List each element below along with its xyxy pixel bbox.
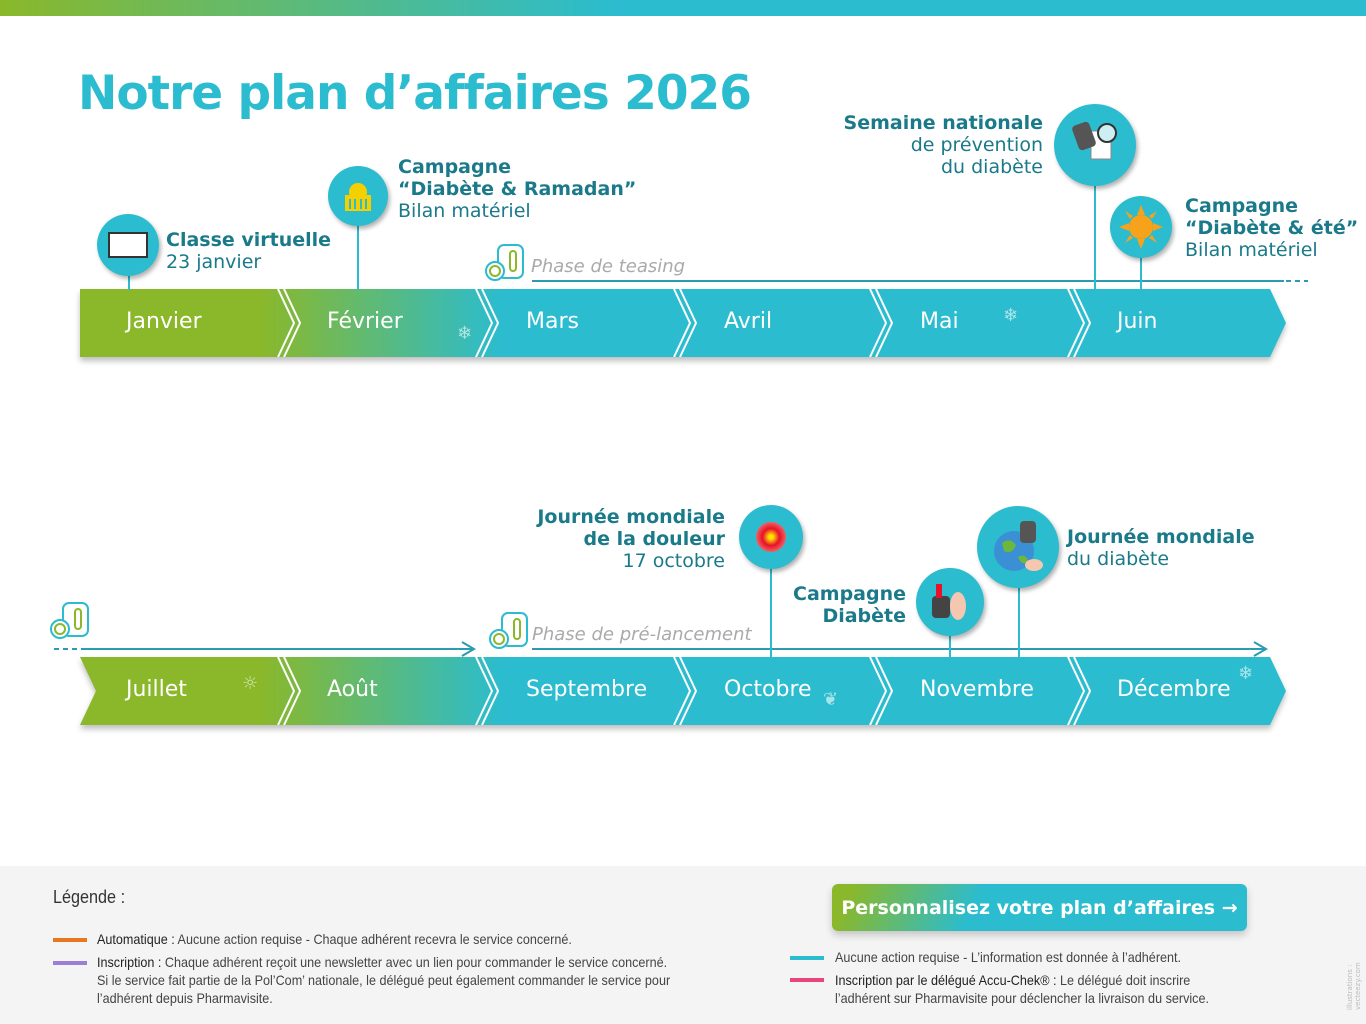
connector xyxy=(1140,250,1142,290)
teasing-dashed-line xyxy=(1286,280,1308,282)
event-semaine-nationale: Semaine nationale de prévention du diabète xyxy=(843,112,1043,178)
phase-teasing-label: Phase de teasing xyxy=(531,256,686,277)
month-mars: Mars xyxy=(526,309,579,334)
cta-label: Personnalisez votre plan d’affaires xyxy=(841,896,1216,919)
teasing-phase-line xyxy=(532,280,1284,282)
phase-device-icon xyxy=(489,612,528,649)
phase-device-icon xyxy=(50,602,89,639)
connector xyxy=(1018,585,1020,657)
snowflake-icon: ❄ xyxy=(1003,305,1018,326)
month-septembre: Septembre xyxy=(526,677,648,702)
arrow-right-icon: → xyxy=(1221,896,1238,919)
top-gradient-bar xyxy=(0,0,1366,16)
glucose-test-icon xyxy=(916,568,984,636)
connector xyxy=(357,220,359,290)
event-campagne-diabete: Campagne Diabète xyxy=(793,583,906,627)
event-ramadan: Campagne “Diabète & Ramadan” Bilan matérie… xyxy=(398,156,637,222)
teasing-arrow xyxy=(84,641,476,657)
legend-swatch-purple xyxy=(53,961,87,965)
pain-target-icon xyxy=(739,505,803,569)
legend-information: Aucune action requise - L’information es… xyxy=(835,949,1182,965)
legend-inscription: Inscription : Chaque adhérent reçoit une… xyxy=(97,954,671,1006)
month-juin: Juin xyxy=(1117,309,1158,334)
month-avril: Avril xyxy=(724,309,773,334)
snowflake-icon: ❄ xyxy=(1238,663,1253,684)
connector xyxy=(949,630,951,657)
globe-hands-icon xyxy=(977,506,1059,588)
connector xyxy=(770,560,772,657)
illustration-credit: illustrations : vecteezy.com xyxy=(1346,962,1362,1010)
month-mai: Mai xyxy=(920,309,959,334)
page-title: Notre plan d’affaires 2026 xyxy=(78,66,752,121)
personnaliser-plan-button[interactable]: Personnalisez votre plan d’affaires → xyxy=(832,884,1247,931)
sun-icon xyxy=(1110,196,1172,258)
connector xyxy=(128,270,130,290)
connector xyxy=(1094,180,1096,290)
event-diabete-ete: Campagne “Diabète & été” Bilan matériel xyxy=(1185,195,1359,261)
month-juillet: Juillet xyxy=(126,677,187,702)
leaf-icon: ❦ xyxy=(823,689,838,710)
event-journee-douleur: Journée mondiale de la douleur 17 octobre xyxy=(537,506,725,572)
snowflake-icon: ❄ xyxy=(457,323,472,344)
video-conference-icon xyxy=(97,214,159,276)
dashed-line xyxy=(54,648,84,650)
month-janvier: Janvier xyxy=(126,309,202,334)
month-fevrier: Février xyxy=(327,309,403,334)
month-decembre: Décembre xyxy=(1117,677,1231,702)
legend-automatique: Automatique : Aucune action requise - Ch… xyxy=(97,931,572,947)
legend-inscription-delegue: Inscription par le délégué Accu-Chek® : … xyxy=(835,972,1209,1006)
event-journee-mondiale-diabete: Journée mondiale du diabète xyxy=(1067,526,1255,570)
phase-device-icon xyxy=(485,244,524,281)
month-novembre: Novembre xyxy=(920,677,1034,702)
legend-heading: Légende : xyxy=(53,887,126,907)
phase-prelancement-label: Phase de pré-lancement xyxy=(532,624,752,645)
legend-swatch-orange xyxy=(53,938,87,942)
legend-swatch-teal xyxy=(790,956,824,960)
month-octobre: Octobre xyxy=(724,677,812,702)
prelancement-arrow xyxy=(532,641,1268,657)
glucose-meter-magnifier-icon xyxy=(1054,104,1136,186)
legend-swatch-pink xyxy=(790,978,824,982)
timeline-band-row1: ❄ ❄ Janvier Février Mars Avril Mai Juin xyxy=(80,289,1286,357)
timeline-band-row2: ☼ ❦ ❄ Juillet Août Septembre Octobre Nov… xyxy=(80,657,1286,725)
sun-outline-icon: ☼ xyxy=(242,673,258,694)
mosque-icon xyxy=(328,166,388,226)
event-classe-virtuelle: Classe virtuelle 23 janvier xyxy=(166,229,332,273)
month-aout: Août xyxy=(327,677,378,702)
